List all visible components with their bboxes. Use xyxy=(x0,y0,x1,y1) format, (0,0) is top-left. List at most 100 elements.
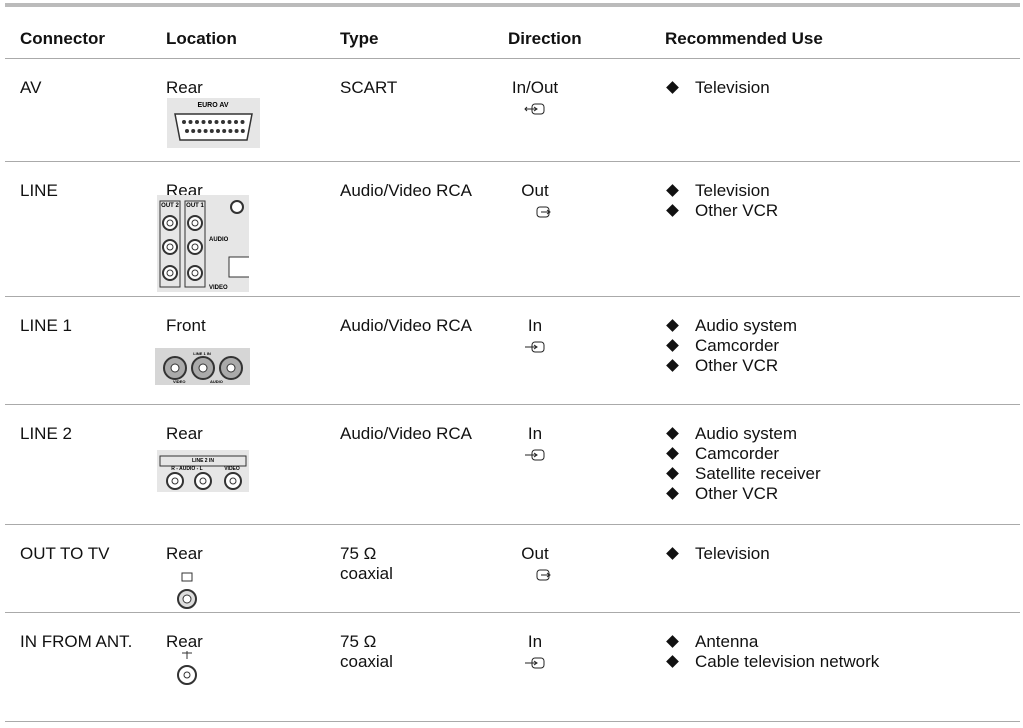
type-line: Audio/Video RCA xyxy=(340,316,472,335)
location: Front xyxy=(166,316,206,335)
header: Connector xyxy=(20,29,105,48)
type-line: Audio/Video RCA xyxy=(340,424,472,443)
use-item: Television xyxy=(665,544,770,564)
jack xyxy=(170,363,180,373)
pin xyxy=(201,120,206,124)
use-item: Satellite receiver xyxy=(665,464,821,484)
image-label: EURO AV xyxy=(197,102,228,109)
table-row: LINE 1 Front Audio/Video RCA In Audio system… xyxy=(5,297,1020,405)
jack xyxy=(191,219,199,227)
image-label: LINE 1 IN xyxy=(193,351,211,356)
type: SCART xyxy=(340,78,397,98)
jack xyxy=(162,265,178,281)
use-item: Television xyxy=(665,181,778,201)
jack xyxy=(162,239,178,255)
top-rule xyxy=(5,3,1020,7)
type-line: 75 Ω xyxy=(340,544,377,563)
arrow xyxy=(525,344,538,350)
direction: Out xyxy=(521,181,549,200)
connector: LINE 1 xyxy=(20,316,72,335)
jack xyxy=(162,215,178,231)
uses: Audio system Camcorder Satellite receiver O… xyxy=(665,424,821,504)
arrow xyxy=(525,452,538,458)
direction-icon xyxy=(524,103,545,115)
jack xyxy=(199,477,207,485)
header-row: Connector Location Type Direction Recomm… xyxy=(5,7,1020,59)
connector: IN FROM ANT. xyxy=(20,632,133,651)
table-row: AV Rear SCART In/Out Television EURO AV xyxy=(5,59,1020,162)
connector-image: LINE 1 IN VIDEO AUDIO xyxy=(155,348,250,385)
image-label: AUDIO xyxy=(209,237,229,243)
use-item: Camcorder xyxy=(665,444,821,464)
use-item: Other VCR xyxy=(665,356,797,376)
jack xyxy=(166,269,174,277)
pin xyxy=(234,120,238,124)
uses: Antenna Cable television network xyxy=(665,632,879,672)
jack xyxy=(166,219,174,227)
type: Audio/Video RCA xyxy=(340,424,472,444)
jack xyxy=(194,472,212,490)
pin xyxy=(208,120,212,124)
pin xyxy=(197,129,202,133)
image-label: OUT 2 xyxy=(161,203,179,209)
location: Rear xyxy=(166,544,203,563)
direction-icon xyxy=(536,206,551,218)
jack xyxy=(187,239,203,255)
antenna-icon xyxy=(182,651,192,659)
jack xyxy=(182,594,192,604)
image-label: AUDIO xyxy=(210,379,223,384)
jack xyxy=(183,671,191,679)
header: Direction xyxy=(508,29,582,48)
direction-icon xyxy=(536,569,551,581)
image-label: VIDEO xyxy=(224,466,240,472)
tv-icon xyxy=(181,572,193,582)
location: Rear xyxy=(166,78,203,97)
image-label: VIDEO xyxy=(209,285,228,291)
pin xyxy=(182,120,186,124)
pin xyxy=(240,129,245,133)
direction: In xyxy=(527,316,543,335)
pin xyxy=(188,120,193,124)
direction: In xyxy=(527,632,543,651)
pin xyxy=(222,129,227,133)
connector: LINE xyxy=(20,181,58,200)
header: Location xyxy=(166,29,237,48)
pin xyxy=(240,120,245,124)
type-line: coaxial xyxy=(340,564,393,583)
direction-icon xyxy=(525,341,545,353)
direction: In xyxy=(527,424,543,443)
jack xyxy=(226,363,236,373)
use-item: Camcorder xyxy=(665,336,797,356)
pin xyxy=(234,129,239,133)
pin xyxy=(227,120,232,124)
jack xyxy=(229,477,237,485)
direction: In/Out xyxy=(511,78,559,97)
connector-image: OUT 2 OUT 1 AUDIO VIDEO xyxy=(157,195,249,292)
use-item: Other VCR xyxy=(665,201,778,221)
direction: Out xyxy=(521,544,549,563)
connector-image: LINE 2 IN R - AUDIO - L VIDEO xyxy=(157,450,249,492)
use-item: Audio system xyxy=(665,316,797,336)
direction-icon xyxy=(525,449,545,461)
jack xyxy=(177,665,197,685)
use-item: Antenna xyxy=(665,632,879,652)
pin xyxy=(228,129,233,133)
pin xyxy=(209,129,214,133)
jack xyxy=(191,269,199,277)
jack xyxy=(224,472,242,490)
type: Audio/Video RCA xyxy=(340,181,472,201)
arrow xyxy=(541,572,551,578)
arrow xyxy=(524,106,528,112)
pin xyxy=(216,129,220,133)
pin xyxy=(203,129,208,133)
type-line: SCART xyxy=(340,78,398,97)
type: Audio/Video RCA xyxy=(340,316,472,336)
header: Type xyxy=(340,29,379,48)
scart xyxy=(228,256,249,278)
use-item: Cable television network xyxy=(665,652,879,672)
uses: Television xyxy=(665,544,770,564)
